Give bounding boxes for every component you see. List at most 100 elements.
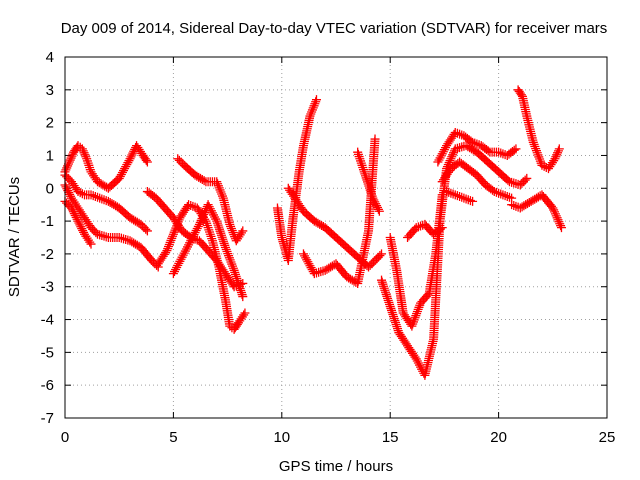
x-axis-label: GPS time / hours: [279, 458, 393, 475]
data-point: [316, 267, 326, 277]
data-point: [171, 264, 181, 274]
data-point: [167, 233, 177, 243]
data-point: [306, 263, 316, 273]
data-point: [77, 224, 87, 234]
data-point: [86, 190, 96, 200]
data-point: [465, 196, 475, 206]
data-point: [232, 273, 242, 283]
data-point: [452, 128, 462, 138]
data-point: [549, 156, 559, 166]
data-point: [500, 191, 510, 201]
data-point: [204, 202, 214, 212]
data-point: [123, 158, 133, 168]
data-point: [553, 215, 563, 225]
data-point: [556, 221, 566, 231]
data-point: [164, 239, 174, 249]
data-point: [496, 189, 506, 199]
data-point: [356, 158, 366, 168]
data-point: [226, 257, 236, 267]
data-point: [174, 215, 184, 225]
data-point: [455, 191, 465, 201]
data-point: [226, 221, 236, 231]
data-point: [450, 190, 460, 200]
data-point: [224, 251, 234, 261]
data-point: [446, 188, 456, 198]
data-point: [212, 216, 222, 226]
data-point: [187, 234, 197, 244]
data-point: [216, 187, 226, 197]
series-arc-15: [403, 219, 447, 242]
data-point: [380, 285, 390, 295]
data-point: [185, 238, 195, 248]
data-point: [374, 206, 384, 216]
data-point: [357, 160, 367, 170]
data-point: [220, 240, 230, 250]
data-point: [466, 136, 476, 146]
data-point: [412, 306, 422, 316]
data-point: [444, 158, 454, 168]
data-point: [509, 145, 519, 155]
data-point: [210, 212, 220, 222]
data-point: [78, 225, 88, 235]
data-point: [387, 305, 397, 315]
data-point: [307, 105, 317, 115]
data-point: [162, 246, 172, 256]
data-point: [393, 326, 403, 336]
data-point: [186, 201, 196, 211]
data-point: [413, 358, 423, 368]
data-point: [549, 205, 559, 215]
data-point: [236, 288, 246, 298]
data-point: [77, 189, 87, 199]
data-point: [532, 148, 542, 158]
data-point: [442, 187, 452, 197]
data-point: [202, 220, 212, 230]
data-point: [358, 162, 368, 172]
data-point: [360, 169, 370, 179]
data-point: [205, 229, 215, 239]
data-point: [202, 218, 212, 228]
data-point: [61, 165, 71, 175]
data-point: [529, 139, 539, 149]
data-point: [206, 206, 216, 216]
data-point: [82, 156, 92, 166]
data-point: [307, 107, 317, 117]
data-point: [234, 279, 244, 289]
data-point: [363, 177, 373, 187]
data-point: [174, 258, 184, 268]
data-point: [141, 155, 151, 165]
data-point: [236, 286, 246, 296]
data-point: [318, 266, 328, 276]
data-point: [123, 235, 133, 245]
data-point: [408, 317, 418, 327]
data-point: [65, 155, 75, 165]
data-point: [115, 171, 125, 181]
data-point: [237, 290, 247, 300]
data-point: [192, 223, 202, 233]
data-point: [95, 193, 105, 203]
y-tick-label: -5: [41, 344, 54, 361]
data-point: [173, 217, 183, 227]
data-point: [172, 221, 182, 231]
data-point: [553, 148, 563, 158]
data-point: [301, 253, 311, 263]
data-point: [308, 103, 318, 113]
data-point: [509, 178, 519, 188]
data-point: [531, 146, 541, 156]
y-tick-label: 4: [46, 49, 54, 66]
data-point: [390, 316, 400, 326]
data-point: [235, 283, 245, 293]
data-point: [85, 237, 95, 247]
data-point: [387, 307, 397, 317]
series-arc-11: [298, 134, 380, 288]
data-point: [163, 244, 173, 254]
data-point: [171, 223, 181, 233]
data-point: [457, 192, 467, 202]
y-tick-label: -1: [41, 213, 54, 230]
data-point: [169, 267, 179, 277]
data-point: [61, 182, 71, 192]
data-point: [311, 97, 321, 107]
data-point: [435, 224, 445, 234]
data-point: [66, 191, 76, 201]
data-point: [535, 154, 545, 164]
